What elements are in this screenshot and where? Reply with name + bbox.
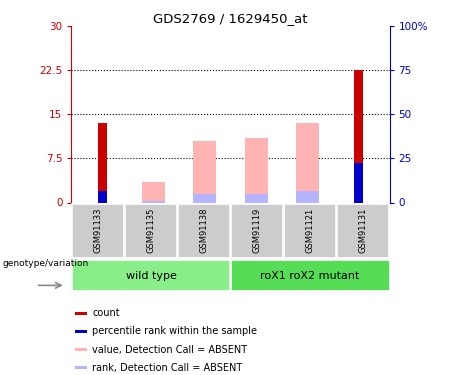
- Bar: [296, 191, 319, 202]
- Bar: [193, 194, 216, 202]
- Text: GSM91131: GSM91131: [359, 208, 367, 254]
- Text: GSM91138: GSM91138: [200, 208, 208, 254]
- Bar: [245, 138, 268, 202]
- Bar: [354, 70, 363, 202]
- Bar: [354, 162, 363, 202]
- Bar: [72, 204, 124, 258]
- Bar: [98, 191, 107, 202]
- Bar: [142, 201, 165, 202]
- Bar: [125, 204, 177, 258]
- Bar: [75, 366, 87, 369]
- Bar: [75, 348, 87, 351]
- Bar: [296, 123, 319, 202]
- Text: wild type: wild type: [125, 271, 177, 280]
- Text: GSM91133: GSM91133: [94, 208, 102, 254]
- Bar: [75, 312, 87, 315]
- Bar: [245, 194, 268, 202]
- Bar: [231, 204, 283, 258]
- Bar: [98, 123, 107, 202]
- Text: value, Detection Call = ABSENT: value, Detection Call = ABSENT: [92, 345, 247, 354]
- Bar: [75, 330, 87, 333]
- Text: genotype/variation: genotype/variation: [3, 259, 89, 268]
- Bar: [231, 260, 390, 291]
- Text: count: count: [92, 309, 120, 318]
- Bar: [142, 182, 165, 203]
- Bar: [72, 260, 230, 291]
- Text: GSM91135: GSM91135: [147, 208, 155, 254]
- Bar: [178, 204, 230, 258]
- Bar: [193, 141, 216, 202]
- Text: rank, Detection Call = ABSENT: rank, Detection Call = ABSENT: [92, 363, 242, 372]
- Text: GSM91121: GSM91121: [306, 208, 314, 253]
- Title: GDS2769 / 1629450_at: GDS2769 / 1629450_at: [153, 12, 308, 25]
- Bar: [337, 204, 389, 258]
- Text: roX1 roX2 mutant: roX1 roX2 mutant: [260, 271, 360, 280]
- Text: percentile rank within the sample: percentile rank within the sample: [92, 327, 257, 336]
- Text: GSM91119: GSM91119: [253, 208, 261, 253]
- Bar: [284, 204, 336, 258]
